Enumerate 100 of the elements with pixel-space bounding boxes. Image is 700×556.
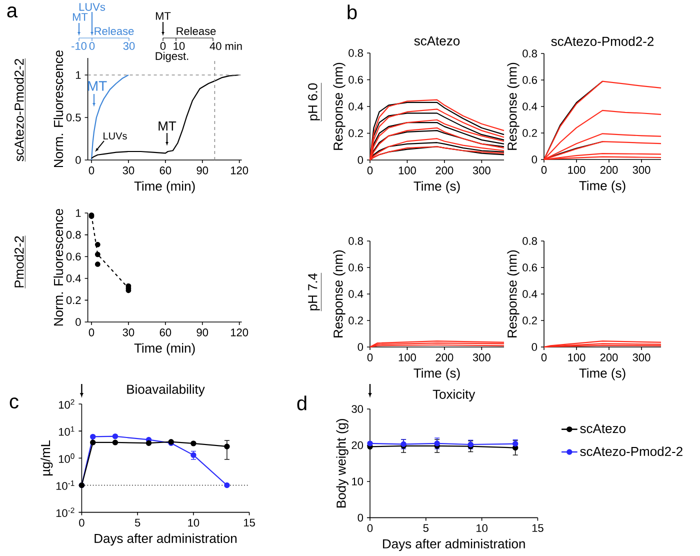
x-tick-label: 30 bbox=[122, 328, 134, 336]
text: pH 7.4 bbox=[308, 273, 320, 310]
y-axis-title: Response (nm) bbox=[333, 62, 346, 150]
x-axis-title: Time (min) bbox=[134, 343, 195, 356]
y-tick-label: 0 bbox=[532, 156, 538, 164]
text: a bbox=[7, 6, 18, 18]
x-tick-label: 0 bbox=[367, 166, 373, 174]
chart-title: scAtezo bbox=[414, 36, 460, 46]
y-tick-label: 0.2 bbox=[522, 129, 537, 137]
y-axis-title: µg/mL bbox=[40, 440, 53, 476]
x-tick-label: 120 bbox=[230, 166, 248, 174]
text: MT bbox=[156, 12, 171, 20]
y-axis-title: Norm. Fluorescence bbox=[54, 50, 64, 168]
y-tick-label: 30 bbox=[352, 405, 364, 413]
y-tick-label: 10$^{0}$ bbox=[58, 453, 74, 463]
chart-title: Bioavailability bbox=[127, 384, 205, 396]
x-tick-label: 300 bbox=[472, 166, 490, 174]
x-tick-label: 0 bbox=[88, 166, 94, 174]
x-axis-title: Time (s) bbox=[414, 181, 460, 194]
text: pH 6.0 bbox=[308, 83, 320, 120]
annotation: Digest. bbox=[156, 52, 188, 62]
legend-label: scAtezo-Pmod2-2 bbox=[580, 446, 682, 456]
x-tick-label: 60 bbox=[160, 328, 172, 336]
x-axis-title: Time (min) bbox=[134, 181, 195, 194]
y-tick-label: 20 bbox=[352, 441, 364, 450]
text: 0 bbox=[160, 42, 166, 50]
text: Release bbox=[176, 26, 216, 36]
text: b bbox=[348, 4, 357, 20]
y-tick-label: 1 bbox=[76, 71, 81, 79]
x-tick-label: 15 bbox=[244, 518, 255, 527]
x-tick-label: 300 bbox=[632, 166, 650, 174]
y-tick-label: 0.8 bbox=[522, 237, 537, 245]
annotation: LUVs bbox=[104, 132, 127, 140]
text: LUVs bbox=[79, 3, 106, 11]
y-tick-label: 0.8 bbox=[66, 230, 81, 239]
x-axis-title: Time (s) bbox=[579, 368, 626, 380]
x-tick-label: 30 bbox=[122, 166, 134, 174]
text: d bbox=[297, 396, 306, 410]
y-tick-label: 0.4 bbox=[348, 102, 364, 110]
y-axis-title: Response (nm) bbox=[507, 62, 520, 150]
x-tick-label: 100 bbox=[398, 166, 416, 174]
y-tick-label: 10 bbox=[352, 478, 364, 486]
x-axis-title: Time (s) bbox=[414, 368, 460, 380]
x-tick-label: 100 bbox=[398, 354, 416, 362]
y-axis-title: Response (nm) bbox=[333, 250, 346, 338]
y-tick-label: 0 bbox=[76, 156, 81, 164]
y-tick-label: 10$^{1}$ bbox=[58, 426, 74, 436]
x-axis-title: Time (s) bbox=[579, 180, 626, 193]
x-tick-label: 5 bbox=[134, 518, 140, 527]
x-tick-label: 15 bbox=[532, 524, 544, 532]
y-tick-label: 0.6 bbox=[522, 264, 537, 272]
y-tick-label: 1 bbox=[76, 209, 81, 217]
y-tick-label: 0.4 bbox=[348, 290, 364, 298]
x-tick-label: 5 bbox=[423, 524, 428, 532]
y-axis-title: Response (nm) bbox=[507, 250, 520, 338]
text: 40 min bbox=[210, 42, 242, 50]
text: 10 bbox=[174, 42, 185, 50]
x-tick-label: 0 bbox=[541, 354, 547, 362]
x-tick-label: 100 bbox=[568, 166, 586, 174]
y-axis-title: Body weight (g) bbox=[336, 419, 348, 508]
chart-title: Toxicity bbox=[432, 389, 476, 402]
x-tick-label: 200 bbox=[600, 166, 618, 174]
y-tick-label: 0.6 bbox=[348, 264, 363, 272]
x-tick-label: 10 bbox=[476, 524, 488, 532]
annotation: MT bbox=[88, 81, 107, 91]
text: -10 bbox=[72, 42, 87, 50]
x-tick-label: 0 bbox=[367, 524, 373, 532]
y-tick-label: 0.8 bbox=[348, 49, 363, 57]
legend-label: scAtezo bbox=[580, 424, 626, 434]
y-tick-label: 0.6 bbox=[66, 252, 81, 260]
x-tick-label: 200 bbox=[436, 354, 454, 362]
x-tick-label: 10 bbox=[188, 518, 200, 527]
y-tick-label: 0.2 bbox=[348, 129, 363, 138]
x-axis-title: Days after administration bbox=[94, 533, 237, 546]
text: c bbox=[10, 398, 18, 408]
y-tick-label: 0.4 bbox=[66, 274, 81, 282]
y-tick-label: 0 bbox=[358, 343, 364, 351]
x-tick-label: 120 bbox=[230, 328, 248, 336]
y-tick-label: 10$^{2}$ bbox=[58, 399, 74, 409]
x-tick-label: 300 bbox=[472, 354, 490, 362]
chart-title: scAtezo-Pmod2-2 bbox=[551, 36, 654, 46]
y-tick-label: 0 bbox=[76, 318, 81, 326]
y-tick-label: 0.8 bbox=[348, 237, 363, 245]
text: 30 bbox=[123, 42, 135, 50]
x-tick-label: 100 bbox=[568, 354, 586, 362]
text: Release bbox=[94, 26, 134, 36]
y-tick-label: 10$^{-2}$ bbox=[56, 508, 74, 518]
x-tick-label: 0 bbox=[367, 354, 373, 362]
text: MT bbox=[72, 13, 88, 21]
x-tick-label: 60 bbox=[160, 166, 172, 174]
text: scAtezo-Pmod2-2 bbox=[14, 59, 24, 162]
x-tick-label: 300 bbox=[632, 354, 650, 362]
y-tick-label: 0.5 bbox=[66, 114, 81, 122]
x-axis-title: Days after administration bbox=[383, 538, 525, 552]
y-tick-label: 0.6 bbox=[522, 76, 537, 84]
text: Pmod2-2 bbox=[14, 236, 24, 288]
y-tick-label: 0.4 bbox=[522, 290, 538, 298]
y-tick-label: 0.2 bbox=[66, 296, 81, 304]
y-tick-label: 0.8 bbox=[522, 50, 537, 58]
x-tick-label: 0 bbox=[88, 328, 94, 336]
